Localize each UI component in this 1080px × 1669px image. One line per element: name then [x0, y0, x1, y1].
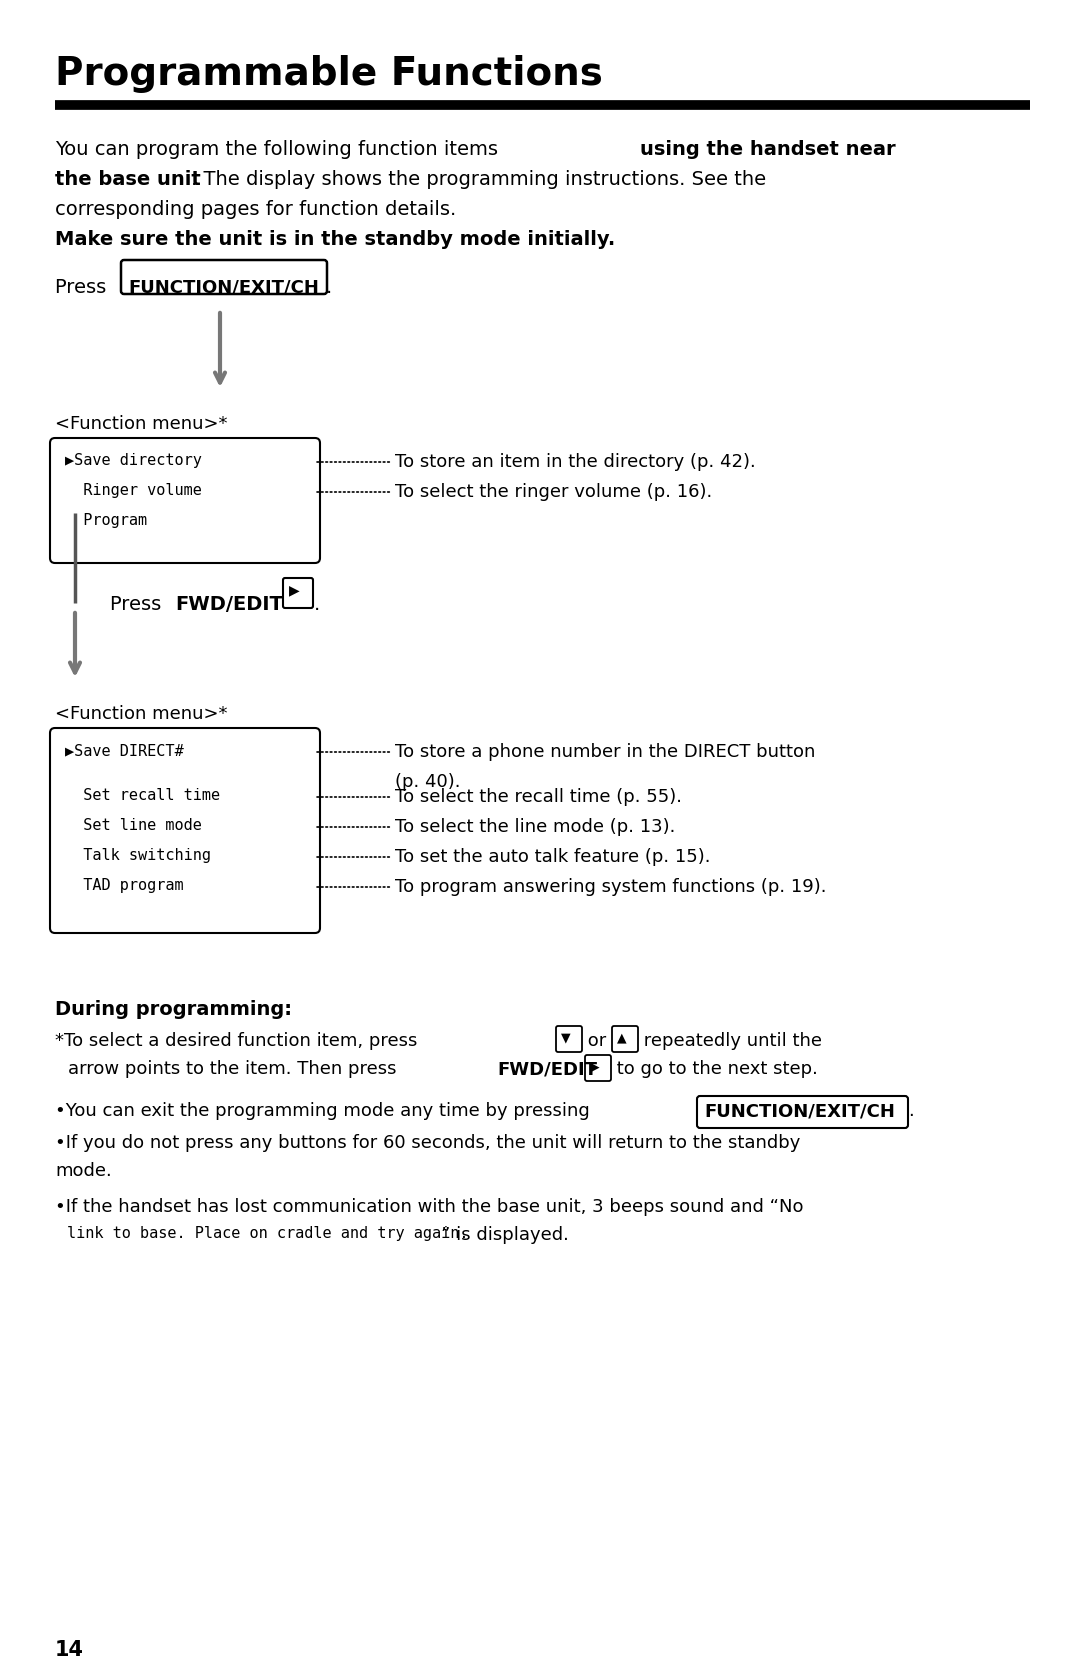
Text: Make sure the unit is in the standby mode initially.: Make sure the unit is in the standby mod…	[55, 230, 616, 249]
Text: arrow points to the item. Then press: arrow points to the item. Then press	[68, 1060, 402, 1078]
Text: Press: Press	[55, 279, 112, 297]
Text: Ringer volume: Ringer volume	[65, 482, 202, 497]
Text: .: .	[908, 1102, 914, 1120]
Text: .: .	[314, 596, 321, 614]
Text: Program: Program	[65, 512, 147, 527]
Text: corresponding pages for function details.: corresponding pages for function details…	[55, 200, 456, 219]
Text: Set line mode: Set line mode	[65, 818, 202, 833]
FancyBboxPatch shape	[697, 1097, 908, 1128]
Text: *To select a desired function item, press: *To select a desired function item, pres…	[55, 1031, 423, 1050]
Text: Talk switching: Talk switching	[65, 848, 211, 863]
Text: To select the recall time (p. 55).: To select the recall time (p. 55).	[395, 788, 681, 806]
Text: You can program the following function items: You can program the following function i…	[55, 140, 504, 159]
Text: To store a phone number in the DIRECT button: To store a phone number in the DIRECT bu…	[395, 743, 815, 761]
Text: FWD/EDIT: FWD/EDIT	[497, 1060, 597, 1078]
Text: To store an item in the directory (p. 42).: To store an item in the directory (p. 42…	[395, 452, 756, 471]
Text: ▶Save DIRECT#: ▶Save DIRECT#	[65, 743, 184, 758]
Text: ▼: ▼	[561, 1031, 570, 1045]
Text: FWD/EDIT: FWD/EDIT	[175, 596, 283, 614]
Text: .: .	[326, 279, 333, 297]
FancyBboxPatch shape	[585, 1055, 611, 1082]
FancyBboxPatch shape	[50, 437, 320, 562]
Text: link to base. Place on cradle and try again.: link to base. Place on cradle and try ag…	[67, 1227, 469, 1242]
Text: <Function menu>*: <Function menu>*	[55, 704, 228, 723]
FancyBboxPatch shape	[556, 1026, 582, 1051]
Text: During programming:: During programming:	[55, 1000, 292, 1020]
Text: the base unit: the base unit	[55, 170, 201, 189]
Text: ▶Save directory: ▶Save directory	[65, 452, 202, 467]
Text: Programmable Functions: Programmable Functions	[55, 55, 603, 93]
Text: 14: 14	[55, 1641, 84, 1661]
Text: •If you do not press any buttons for 60 seconds, the unit will return to the sta: •If you do not press any buttons for 60 …	[55, 1133, 800, 1152]
Text: to go to the next step.: to go to the next step.	[611, 1060, 818, 1078]
FancyBboxPatch shape	[121, 260, 327, 294]
Text: •You can exit the programming mode any time by pressing: •You can exit the programming mode any t…	[55, 1102, 595, 1120]
Text: FUNCTION/EXIT/CH: FUNCTION/EXIT/CH	[129, 279, 319, 295]
Text: •If the handset has lost communication with the base unit, 3 beeps sound and “No: •If the handset has lost communication w…	[55, 1198, 804, 1217]
Text: <Function menu>*: <Function menu>*	[55, 416, 228, 432]
Text: . The display shows the programming instructions. See the: . The display shows the programming inst…	[191, 170, 766, 189]
Text: To program answering system functions (p. 19).: To program answering system functions (p…	[395, 878, 826, 896]
Text: To select the line mode (p. 13).: To select the line mode (p. 13).	[395, 818, 675, 836]
Text: or: or	[582, 1031, 612, 1050]
Text: using the handset near: using the handset near	[640, 140, 895, 159]
Text: (p. 40).: (p. 40).	[395, 773, 460, 791]
FancyBboxPatch shape	[50, 728, 320, 933]
Text: repeatedly until the: repeatedly until the	[638, 1031, 822, 1050]
Text: ▶: ▶	[289, 582, 299, 598]
Text: FUNCTION/EXIT/CH: FUNCTION/EXIT/CH	[704, 1102, 895, 1120]
FancyBboxPatch shape	[612, 1026, 638, 1051]
Text: TAD program: TAD program	[65, 878, 184, 893]
Text: Set recall time: Set recall time	[65, 788, 220, 803]
Text: ▶: ▶	[590, 1060, 599, 1073]
Text: ▲: ▲	[617, 1031, 626, 1045]
Text: Press: Press	[110, 596, 167, 614]
Text: To set the auto talk feature (p. 15).: To set the auto talk feature (p. 15).	[395, 848, 711, 866]
Text: ” is displayed.: ” is displayed.	[441, 1227, 569, 1243]
Text: mode.: mode.	[55, 1162, 111, 1180]
FancyBboxPatch shape	[283, 577, 313, 608]
Text: To select the ringer volume (p. 16).: To select the ringer volume (p. 16).	[395, 482, 712, 501]
